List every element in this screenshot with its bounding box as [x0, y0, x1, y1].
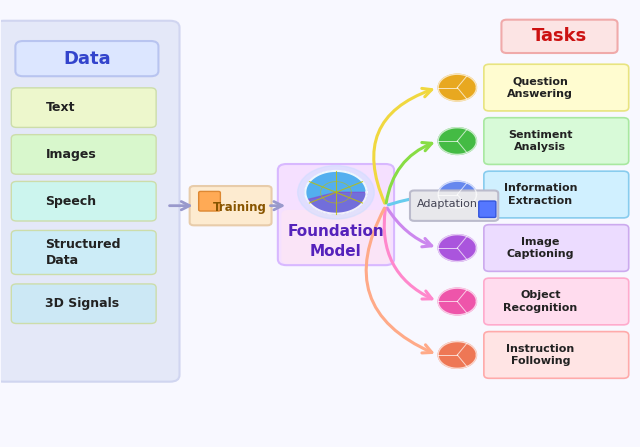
Text: Image
Captioning: Image Captioning [507, 237, 574, 259]
FancyBboxPatch shape [501, 20, 618, 53]
Text: Text: Text [45, 101, 75, 114]
Text: Tasks: Tasks [532, 27, 587, 45]
FancyBboxPatch shape [484, 118, 628, 164]
Circle shape [438, 128, 476, 154]
FancyBboxPatch shape [278, 164, 394, 265]
Text: 3D Signals: 3D Signals [45, 297, 120, 310]
FancyBboxPatch shape [410, 190, 498, 221]
Text: Data: Data [63, 50, 111, 67]
FancyBboxPatch shape [484, 64, 628, 111]
Circle shape [438, 74, 476, 101]
FancyBboxPatch shape [282, 210, 390, 264]
FancyBboxPatch shape [479, 201, 496, 217]
Text: Object
Recognition: Object Recognition [503, 290, 577, 313]
FancyBboxPatch shape [484, 225, 628, 271]
Circle shape [305, 171, 367, 214]
Wedge shape [307, 192, 367, 214]
Text: Images: Images [45, 148, 96, 161]
Circle shape [438, 181, 476, 208]
Circle shape [438, 235, 476, 261]
FancyBboxPatch shape [0, 21, 179, 382]
FancyBboxPatch shape [484, 171, 628, 218]
Text: Adaptation: Adaptation [417, 199, 478, 209]
FancyBboxPatch shape [12, 88, 156, 127]
Text: Information
Extraction: Information Extraction [504, 183, 577, 206]
FancyBboxPatch shape [484, 278, 628, 325]
Text: Training: Training [213, 202, 267, 215]
Circle shape [298, 165, 374, 219]
Text: Speech: Speech [45, 195, 97, 208]
Text: Sentiment
Analysis: Sentiment Analysis [508, 130, 573, 152]
FancyBboxPatch shape [198, 191, 220, 211]
FancyBboxPatch shape [189, 186, 271, 225]
FancyBboxPatch shape [12, 135, 156, 174]
FancyBboxPatch shape [12, 284, 156, 324]
Text: Instruction
Following: Instruction Following [506, 344, 575, 366]
FancyBboxPatch shape [484, 332, 628, 378]
Text: Question
Answering: Question Answering [508, 76, 573, 99]
Circle shape [438, 342, 476, 368]
FancyBboxPatch shape [15, 41, 159, 76]
FancyBboxPatch shape [12, 181, 156, 221]
Text: Structured
Data: Structured Data [45, 238, 121, 267]
FancyBboxPatch shape [12, 231, 156, 274]
Circle shape [438, 288, 476, 315]
Text: Foundation
Model: Foundation Model [287, 224, 385, 259]
